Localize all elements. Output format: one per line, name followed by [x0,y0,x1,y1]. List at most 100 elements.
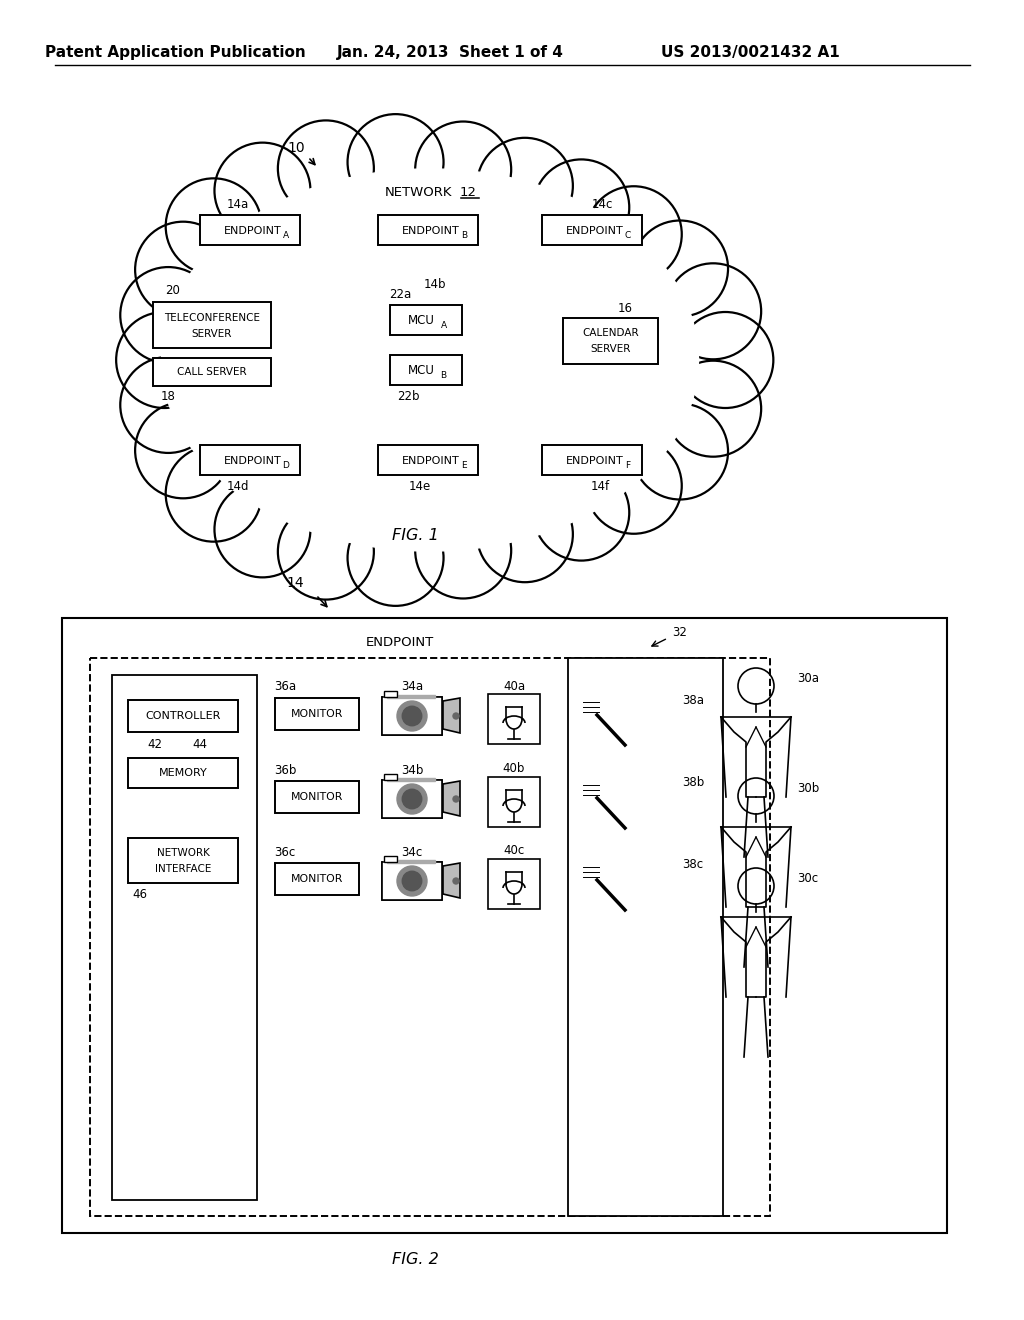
Text: 34c: 34c [401,846,423,858]
Polygon shape [443,781,460,816]
Bar [378,445,478,475]
Bar [390,305,462,335]
Circle shape [164,177,264,276]
Text: 38a: 38a [682,693,705,706]
Circle shape [212,141,312,240]
Circle shape [345,508,445,609]
Text: 40c: 40c [504,845,524,858]
Text: F: F [626,461,631,470]
Text: ENDPOINT: ENDPOINT [402,226,460,236]
Text: A: A [283,231,289,239]
Circle shape [664,261,763,362]
Circle shape [453,796,459,803]
Text: 30b: 30b [797,781,819,795]
Circle shape [630,401,730,502]
Text: 36c: 36c [274,846,296,858]
Circle shape [531,157,631,257]
Circle shape [212,479,312,579]
Ellipse shape [583,862,599,882]
Text: 22b: 22b [396,389,419,403]
Text: SERVER: SERVER [590,345,631,354]
Text: 12: 12 [460,186,476,199]
Circle shape [584,436,684,536]
Bar [563,318,658,364]
Polygon shape [443,698,460,733]
Text: 14b: 14b [424,279,446,292]
Circle shape [397,866,427,896]
Text: TELECONFERENCE: TELECONFERENCE [164,313,260,323]
Circle shape [475,484,574,585]
Text: NETWORK: NETWORK [384,186,452,199]
Bar [382,780,442,818]
Circle shape [453,878,459,884]
Text: CALL SERVER: CALL SERVER [177,367,247,378]
Text: FIG. 1: FIG. 1 [391,528,438,543]
Bar [128,838,238,883]
Text: ENDPOINT: ENDPOINT [366,636,434,649]
Text: 34b: 34b [400,763,423,776]
Text: 20: 20 [166,285,180,297]
Circle shape [414,500,513,601]
Text: ENDPOINT: ENDPOINT [224,455,282,466]
Bar [384,855,397,862]
Polygon shape [387,777,435,781]
Bar [90,657,770,1216]
Bar [488,694,540,744]
Circle shape [119,265,218,366]
Circle shape [397,784,427,814]
Bar [382,697,442,735]
Bar [153,358,271,385]
Text: CONTROLLER: CONTROLLER [145,711,221,721]
Text: 40a: 40a [503,680,525,693]
Bar [382,697,442,735]
Circle shape [630,219,730,318]
Circle shape [345,112,445,213]
Circle shape [402,789,422,809]
Text: 40b: 40b [503,763,525,776]
Circle shape [676,310,775,411]
Text: 10: 10 [287,141,305,154]
Text: 18: 18 [161,391,175,404]
Bar [275,863,359,895]
Bar [568,657,723,1216]
Text: E: E [461,461,467,470]
Circle shape [402,871,422,891]
Ellipse shape [162,169,698,552]
Bar [542,445,642,475]
Text: 30a: 30a [797,672,819,685]
Bar [378,215,478,246]
Polygon shape [383,863,441,899]
Circle shape [475,136,574,236]
Ellipse shape [583,697,599,717]
Circle shape [275,119,376,218]
Text: B: B [440,371,446,380]
Circle shape [133,219,233,319]
Circle shape [531,462,631,562]
Text: Patent Application Publication: Patent Application Publication [45,45,305,59]
Ellipse shape [583,780,599,800]
Bar [390,355,462,385]
Bar [488,859,540,909]
Text: 14a: 14a [227,198,249,210]
Text: 22a: 22a [389,288,411,301]
Text: 42: 42 [147,738,163,751]
Text: 34a: 34a [401,681,423,693]
Bar [382,780,442,818]
Polygon shape [384,774,397,780]
Text: 14e: 14e [409,480,431,494]
Text: 32: 32 [673,626,687,639]
Text: 14d: 14d [226,480,249,494]
Circle shape [119,355,218,455]
Text: 38b: 38b [682,776,705,789]
Text: MONITOR: MONITOR [291,874,343,884]
Polygon shape [383,781,441,817]
Text: C: C [625,231,631,239]
Circle shape [164,444,264,544]
Text: MCU: MCU [409,364,435,378]
Text: 46: 46 [132,888,147,902]
Text: NETWORK: NETWORK [157,847,210,858]
Bar [128,700,238,733]
Polygon shape [387,696,435,698]
Bar [382,862,442,900]
Circle shape [584,185,684,284]
